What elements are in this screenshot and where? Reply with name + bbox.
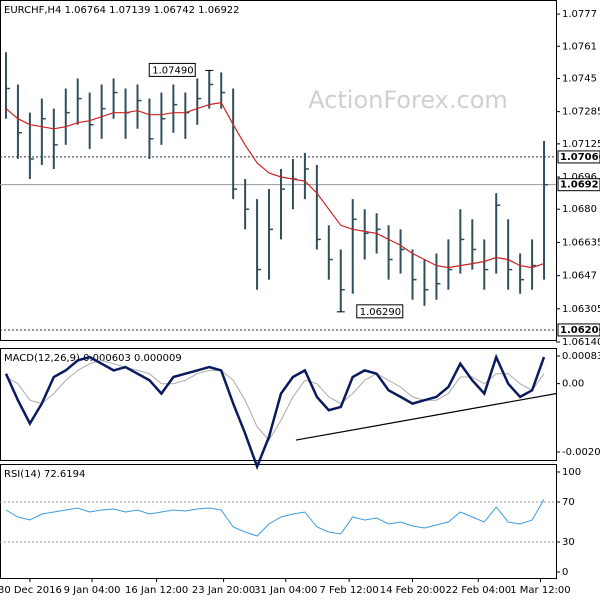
y-tick-label: 30 <box>562 537 575 548</box>
x-tick-label: 9 Jan 04:00 <box>64 585 121 596</box>
line <box>5 101 545 269</box>
y-tick-label: 1.0680 <box>562 204 597 215</box>
y-tick-label: 100 <box>562 467 581 478</box>
x-tick-label: 14 Feb 20:00 <box>380 585 446 596</box>
y-tick-label: 1.0761 <box>562 41 597 52</box>
chart-title: EURCHF,H4 1.06764 1.07139 1.06742 1.0692… <box>4 5 240 16</box>
level-label: 1.06922 <box>560 180 600 191</box>
level-box <box>557 178 600 192</box>
y-tick-label: 1.0696 <box>562 172 597 183</box>
y-tick-label: -0.002059 <box>562 447 600 458</box>
y-tick-label: 0.000833 <box>562 351 600 362</box>
level-box <box>557 323 600 337</box>
x-tick-label: 16 Jan 12:00 <box>125 585 188 596</box>
x-tick-label: 7 Feb 12:00 <box>320 585 379 596</box>
price-panel <box>0 0 557 341</box>
y-tick-label: 1.06140 <box>562 337 600 348</box>
callout-label: 1.07490 <box>152 65 193 76</box>
x-tick-label: 22 Feb 04:00 <box>445 585 511 596</box>
y-tick-label: 70 <box>562 497 575 508</box>
rsi-panel <box>0 464 557 579</box>
y-tick-label: 0.00 <box>562 379 584 390</box>
y-tick-label: 1.06635 <box>562 237 600 248</box>
y-tick-label: 1.0647 <box>562 271 597 282</box>
y-tick-label: 1.07285 <box>562 107 600 118</box>
x-tick-label: 30 Dec 2016 <box>0 585 62 596</box>
x-tick-label: 1 Mar 12:00 <box>510 585 570 596</box>
watermark: ActionForex.com <box>308 86 508 114</box>
trendline <box>295 393 557 441</box>
level-label: 1.06200 <box>560 325 600 336</box>
callout-box <box>148 62 196 77</box>
y-tick-label: 1.06305 <box>562 304 600 315</box>
y-tick-label: 0 <box>562 567 568 578</box>
macd-panel <box>0 348 557 461</box>
y-tick-label: 1.0777 <box>562 9 597 20</box>
callout-label: 1.06290 <box>360 307 401 318</box>
line <box>5 499 545 537</box>
level-box <box>557 150 600 164</box>
y-tick-label: 1.0745 <box>562 73 597 84</box>
rsi-label: RSI(14) 72.6194 <box>4 469 85 480</box>
level-label: 1.07060 <box>560 152 600 163</box>
y-tick-label: 1.07125 <box>562 139 600 150</box>
callout-box <box>356 304 404 319</box>
x-tick-label: 23 Jan 20:00 <box>192 585 255 596</box>
line <box>4 353 546 471</box>
line <box>5 359 545 441</box>
x-tick-label: 31 Jan 04:00 <box>254 585 317 596</box>
